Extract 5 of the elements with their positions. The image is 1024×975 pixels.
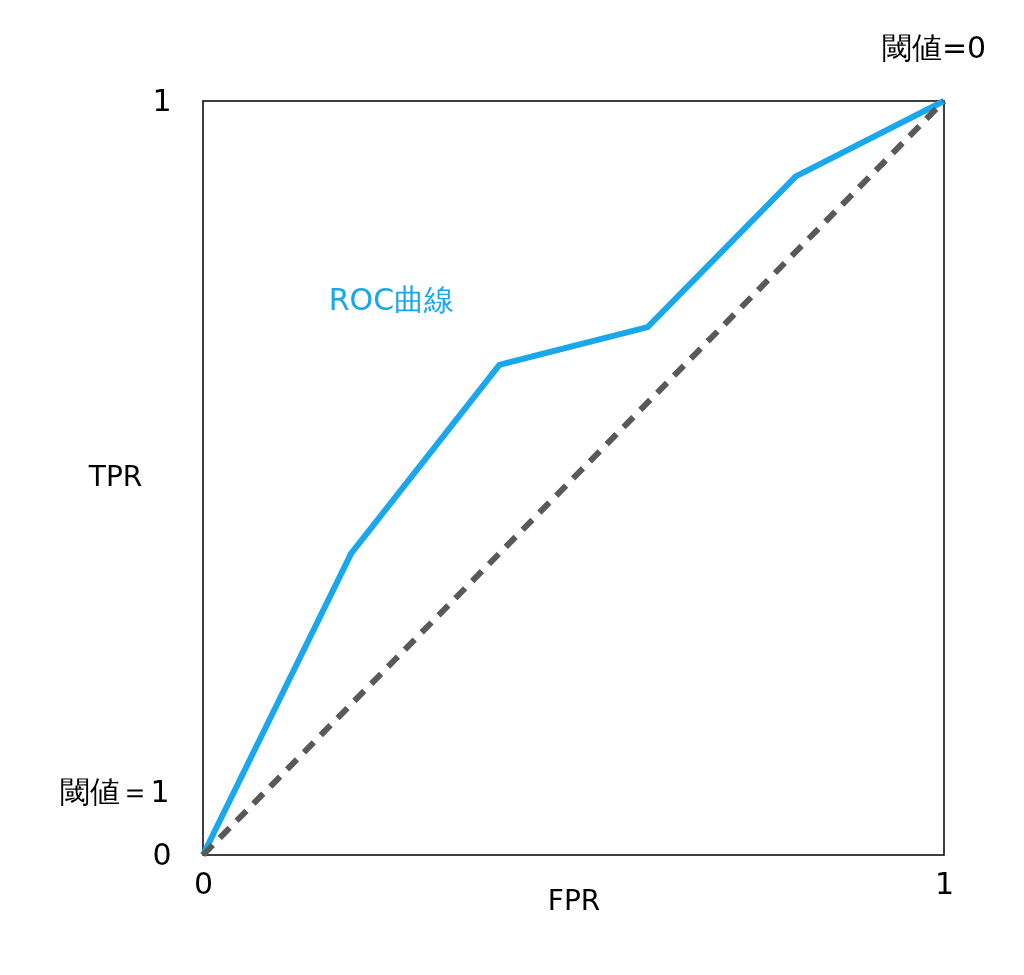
- y-axis-title: TPR: [87, 459, 143, 493]
- annotation: 閾値=0: [881, 30, 987, 65]
- annotation: 閾値＝1: [60, 774, 170, 809]
- x-axis-title: FPR: [547, 883, 601, 917]
- text: ROC曲線: [328, 281, 455, 317]
